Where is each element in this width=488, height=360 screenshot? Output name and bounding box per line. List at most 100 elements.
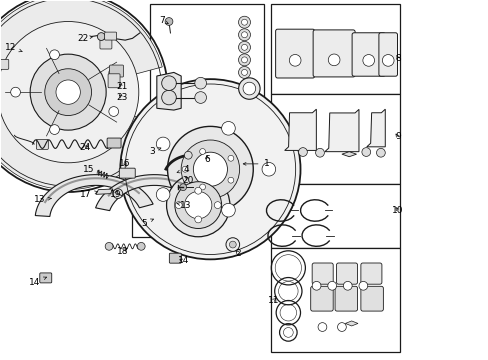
Circle shape (229, 241, 236, 248)
FancyBboxPatch shape (360, 286, 383, 311)
Circle shape (362, 55, 374, 66)
Circle shape (327, 282, 336, 290)
Text: 15: 15 (82, 165, 100, 174)
Text: 20: 20 (183, 176, 194, 185)
Polygon shape (324, 109, 358, 152)
Text: 14: 14 (178, 256, 189, 265)
Polygon shape (284, 109, 316, 150)
Text: 5: 5 (142, 219, 153, 228)
Circle shape (343, 282, 351, 290)
FancyBboxPatch shape (378, 33, 397, 76)
Bar (271, 94, 400, 184)
Circle shape (243, 82, 255, 95)
Text: 23: 23 (116, 93, 127, 102)
FancyBboxPatch shape (351, 33, 385, 76)
Circle shape (317, 323, 326, 332)
FancyBboxPatch shape (36, 139, 48, 149)
Text: 13: 13 (177, 201, 191, 210)
Circle shape (113, 189, 122, 198)
Text: 19: 19 (109, 190, 121, 199)
Polygon shape (35, 175, 153, 216)
Text: 3: 3 (149, 147, 161, 156)
Text: 14: 14 (29, 277, 46, 287)
Polygon shape (366, 109, 385, 147)
Circle shape (199, 184, 205, 190)
Circle shape (30, 54, 106, 130)
Circle shape (358, 282, 367, 290)
Text: 7: 7 (159, 16, 168, 25)
Circle shape (225, 238, 239, 251)
Circle shape (109, 68, 119, 78)
FancyBboxPatch shape (104, 32, 117, 40)
Circle shape (166, 174, 229, 237)
FancyBboxPatch shape (100, 39, 112, 49)
Polygon shape (345, 321, 357, 326)
Circle shape (105, 242, 113, 250)
Circle shape (97, 33, 105, 40)
Circle shape (289, 54, 301, 66)
Polygon shape (96, 189, 113, 194)
Text: 17: 17 (80, 190, 98, 199)
Wedge shape (0, 0, 162, 190)
Circle shape (227, 177, 233, 183)
Polygon shape (157, 72, 181, 110)
FancyBboxPatch shape (311, 263, 332, 284)
Circle shape (194, 187, 201, 194)
Circle shape (181, 140, 239, 198)
Bar (132, 155, 239, 237)
Circle shape (156, 137, 170, 151)
FancyBboxPatch shape (169, 253, 181, 263)
Circle shape (241, 44, 247, 50)
Circle shape (182, 166, 187, 172)
Circle shape (238, 41, 250, 53)
Circle shape (0, 22, 139, 163)
Bar (271, 4, 400, 94)
Circle shape (165, 18, 173, 26)
Text: 1: 1 (243, 159, 269, 168)
Circle shape (175, 182, 221, 229)
FancyBboxPatch shape (109, 65, 123, 77)
Circle shape (45, 69, 91, 116)
Circle shape (194, 77, 206, 89)
Text: 18: 18 (117, 247, 128, 256)
Circle shape (241, 19, 247, 25)
Circle shape (361, 148, 370, 156)
Circle shape (238, 29, 250, 41)
Circle shape (376, 148, 385, 157)
Circle shape (194, 216, 201, 223)
Circle shape (137, 242, 145, 250)
Circle shape (162, 76, 176, 90)
Text: 11: 11 (267, 296, 279, 305)
FancyBboxPatch shape (119, 168, 135, 178)
Circle shape (199, 149, 205, 154)
Circle shape (214, 202, 221, 208)
Circle shape (120, 79, 300, 259)
Text: 8: 8 (394, 54, 400, 63)
Circle shape (315, 148, 324, 157)
Circle shape (311, 282, 320, 290)
FancyBboxPatch shape (40, 273, 52, 283)
Bar (271, 248, 400, 352)
Circle shape (262, 162, 275, 176)
Circle shape (337, 323, 346, 332)
FancyBboxPatch shape (336, 263, 357, 284)
FancyBboxPatch shape (334, 286, 357, 311)
Circle shape (56, 80, 80, 104)
Text: 9: 9 (394, 132, 400, 141)
Text: 16: 16 (119, 159, 131, 168)
Polygon shape (95, 175, 215, 216)
Circle shape (238, 67, 250, 78)
Circle shape (382, 55, 393, 66)
FancyBboxPatch shape (312, 30, 354, 77)
Circle shape (238, 54, 250, 66)
Circle shape (241, 32, 247, 38)
Text: 2: 2 (235, 249, 241, 258)
FancyBboxPatch shape (310, 286, 332, 311)
Circle shape (227, 156, 233, 161)
Text: 12: 12 (5, 43, 22, 52)
Circle shape (221, 121, 235, 135)
FancyBboxPatch shape (0, 59, 9, 69)
Text: 4: 4 (177, 165, 188, 174)
Circle shape (241, 57, 247, 63)
FancyBboxPatch shape (108, 74, 120, 88)
